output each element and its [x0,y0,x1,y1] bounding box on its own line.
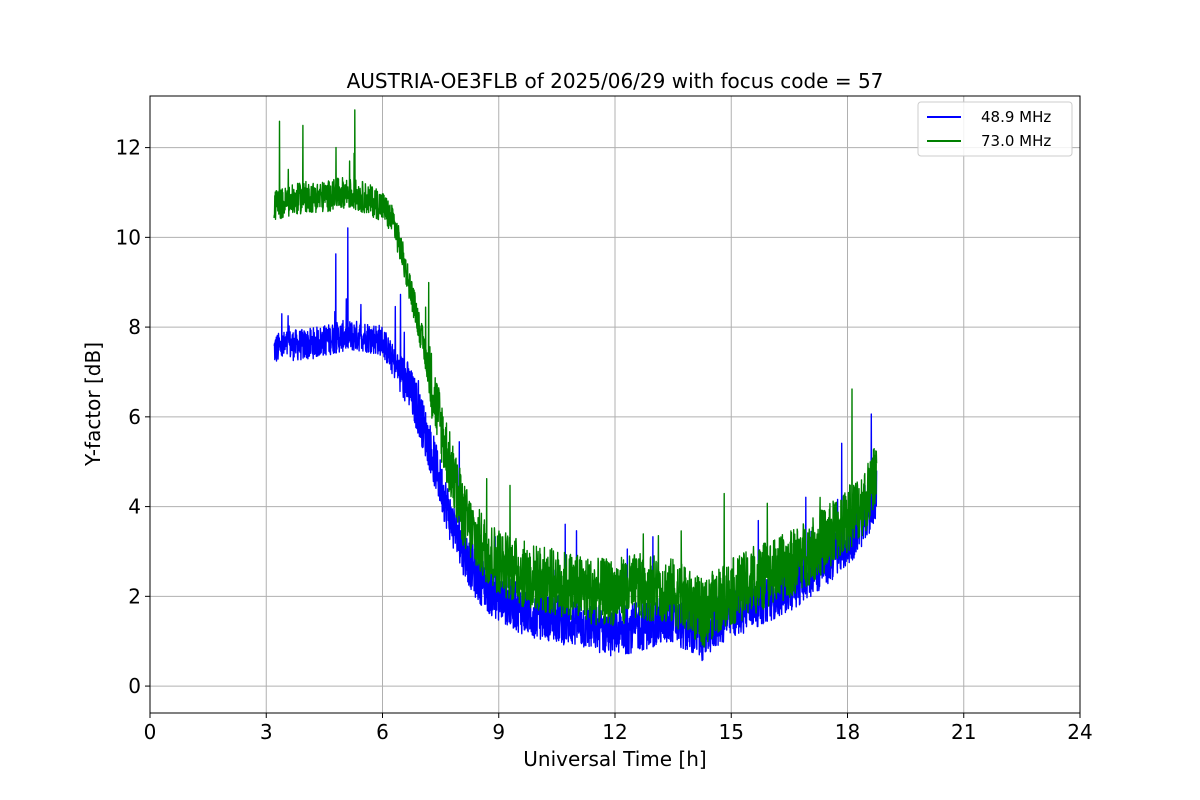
legend-box [917,101,1073,157]
x-tick-label: 6 [376,720,389,744]
series-line-48-9-mhz [273,227,878,662]
x-tick-label: 15 [719,720,744,744]
y-tick-label: 12 [116,136,141,160]
legend: 48.9 MHz 73.0 MHz [917,101,1073,157]
x-tick-label: 0 [144,720,157,744]
x-axis-title: Universal Time [h] [523,747,706,771]
x-tick-label: 24 [1067,720,1092,744]
x-tick-label: 12 [602,720,627,744]
series-layer [273,109,878,662]
x-tick-label: 9 [492,720,505,744]
x-tick-label: 3 [260,720,273,744]
legend-label-48-9: 48.9 MHz [981,108,1051,126]
y-tick-label: 6 [128,405,141,429]
x-tick-label: 21 [951,720,976,744]
series-line-73-0-mhz [273,109,878,648]
chart-title: AUSTRIA-OE3FLB of 2025/06/29 with focus … [347,69,884,93]
y-axis-title: Y-factor [dB] [81,342,105,467]
y-tick-label: 4 [128,495,141,519]
grid-lines [149,96,1081,713]
y-tick-label: 8 [128,315,141,339]
x-tick-label: 18 [835,720,860,744]
y-tick-label: 10 [116,225,141,249]
legend-label-73-0: 73.0 MHz [981,132,1051,150]
y-tick-label: 0 [128,674,141,698]
y-tick-label: 2 [128,584,141,608]
